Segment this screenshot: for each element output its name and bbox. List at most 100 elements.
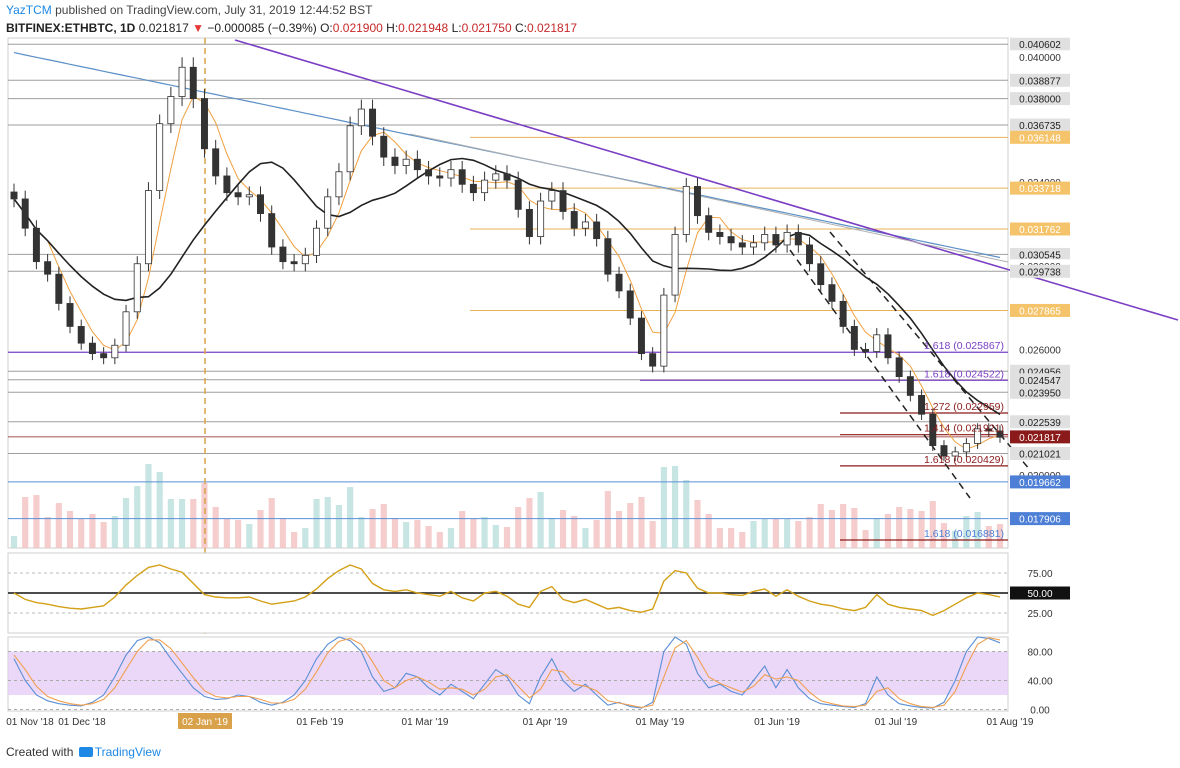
symbol-label: BITFINEX:ETHBTC, 1D bbox=[6, 21, 136, 35]
volume-bar bbox=[929, 501, 936, 548]
price-label-box bbox=[1010, 247, 1070, 261]
price-label: 0.029738 bbox=[1019, 267, 1061, 278]
candle-body bbox=[55, 273, 63, 304]
x-tick-label: 01 Apr '19 bbox=[523, 717, 568, 728]
candle-body bbox=[122, 311, 130, 346]
fib-label: 1.272 (0.022959) bbox=[924, 401, 1004, 413]
candle-body bbox=[873, 334, 881, 352]
volume-bar bbox=[436, 532, 443, 548]
candle-body bbox=[380, 135, 388, 158]
volume-bar bbox=[750, 521, 757, 548]
author-link[interactable]: YazTCM bbox=[6, 3, 52, 17]
candle-body bbox=[413, 158, 421, 171]
volume-bar bbox=[571, 516, 578, 548]
main-pane-frame bbox=[7, 37, 1009, 549]
candle-body bbox=[649, 353, 657, 367]
candle-body bbox=[178, 66, 186, 97]
volume-bar bbox=[22, 497, 29, 548]
candle-body bbox=[492, 173, 500, 181]
last-price: 0.021817 bbox=[138, 21, 189, 35]
volume-bar bbox=[638, 497, 645, 548]
candle-body bbox=[77, 326, 85, 344]
x-tick-highlight-box bbox=[178, 713, 232, 729]
stoch-tick-label: 40.00 bbox=[1027, 677, 1052, 688]
tradingview-brand[interactable]: TradingView bbox=[94, 745, 161, 759]
candle-body bbox=[895, 357, 903, 378]
price-label-box bbox=[1010, 373, 1070, 387]
high-label: H: bbox=[386, 21, 399, 35]
volume-bar bbox=[884, 514, 892, 548]
volume-bar bbox=[683, 480, 690, 548]
gray-trendline bbox=[409, 133, 1009, 263]
candle-body bbox=[458, 169, 466, 185]
volume-bar bbox=[358, 517, 365, 548]
volume-bar bbox=[918, 511, 925, 548]
volume-bar bbox=[963, 516, 970, 548]
volume-bar bbox=[604, 491, 611, 548]
price-label-box bbox=[1010, 342, 1070, 356]
volume-bar bbox=[246, 524, 253, 548]
rsi-tick-label: 25.00 bbox=[1027, 609, 1052, 620]
footer: Created with TradingView bbox=[6, 745, 161, 759]
candle-body bbox=[481, 179, 489, 194]
candle-body bbox=[985, 428, 993, 432]
candle-body bbox=[268, 213, 276, 248]
price-label: 0.024956 bbox=[1019, 367, 1061, 378]
candle-body bbox=[525, 208, 533, 237]
price-label: 0.017906 bbox=[1019, 515, 1061, 526]
volume-bar bbox=[178, 499, 186, 548]
volume-bar bbox=[660, 467, 667, 548]
stoch-tick-label: 80.00 bbox=[1027, 648, 1052, 659]
candle-body bbox=[974, 428, 982, 444]
volume-bar bbox=[324, 497, 331, 548]
price-label-box bbox=[1010, 50, 1070, 64]
x-tick-label: 01 Feb '19 bbox=[297, 717, 344, 728]
volume-bar bbox=[122, 498, 130, 548]
candle-body bbox=[212, 148, 220, 177]
candle-body bbox=[133, 263, 141, 313]
x-tick-label: 01 Mar '19 bbox=[402, 717, 449, 728]
candle-body bbox=[100, 353, 108, 359]
candle-body bbox=[279, 246, 287, 263]
candle-body bbox=[705, 215, 713, 233]
volume-bar bbox=[403, 522, 410, 548]
volume-bar bbox=[627, 503, 634, 548]
volume-bar bbox=[974, 512, 981, 548]
price-label: 0.030545 bbox=[1019, 250, 1061, 261]
candle-body bbox=[951, 451, 959, 457]
fib-label: 1.414 (0.021921) bbox=[924, 423, 1004, 435]
volume-bar bbox=[134, 486, 141, 548]
candle-body bbox=[44, 261, 52, 275]
close-label: C: bbox=[515, 21, 527, 35]
price-label: 0.023950 bbox=[1019, 388, 1061, 399]
candle-body bbox=[346, 125, 354, 173]
price-label-box bbox=[1010, 37, 1070, 51]
x-tick-label: 01 May '19 bbox=[636, 717, 685, 728]
volume-bar bbox=[515, 507, 522, 548]
candle-body bbox=[918, 395, 926, 415]
candle-body bbox=[996, 430, 1004, 438]
volume-bar bbox=[459, 511, 466, 548]
candle-body bbox=[189, 66, 197, 100]
candle-body bbox=[761, 234, 769, 244]
candle-body bbox=[940, 445, 948, 457]
volume-bar bbox=[840, 504, 847, 548]
stoch-rsi-pane: 0.00 40.00 80.00 bbox=[8, 636, 1053, 717]
created-with-label: Created with bbox=[6, 745, 74, 759]
volume-bar bbox=[302, 528, 309, 548]
candle-body bbox=[783, 231, 791, 246]
candle-body bbox=[850, 326, 858, 350]
open-value: 0.021900 bbox=[332, 21, 383, 35]
price-label-box bbox=[1010, 303, 1070, 317]
volume-bar bbox=[257, 510, 264, 548]
volume-bar bbox=[526, 498, 533, 548]
volume-bar bbox=[671, 466, 679, 548]
candle-body bbox=[537, 200, 545, 237]
candle-body bbox=[693, 186, 701, 217]
low-value: 0.021750 bbox=[461, 21, 512, 35]
price-label: 0.024547 bbox=[1019, 376, 1061, 387]
candle-body bbox=[290, 261, 298, 265]
candle-body bbox=[615, 273, 623, 292]
